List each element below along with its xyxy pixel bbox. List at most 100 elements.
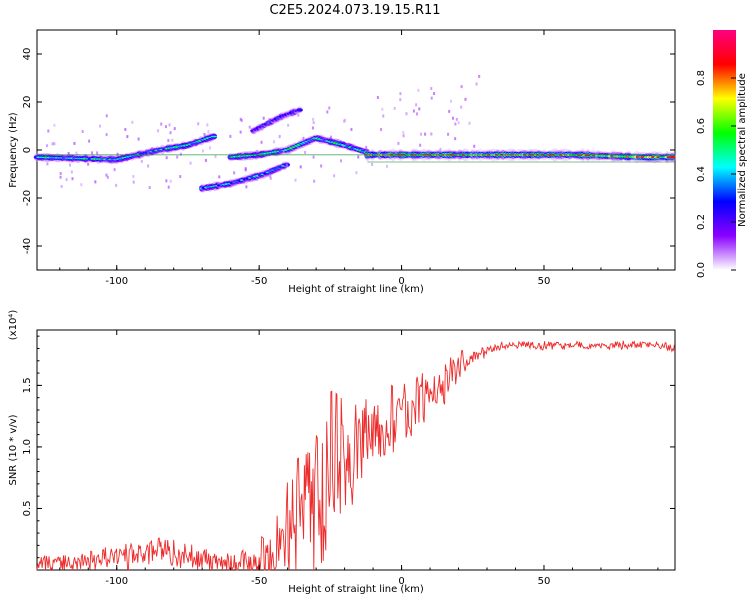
- speckle: [344, 118, 347, 122]
- speckles: [46, 74, 481, 189]
- speckle: [261, 127, 264, 131]
- ridge-upper: [250, 106, 303, 135]
- speckle: [88, 139, 91, 143]
- speckle: [165, 179, 168, 183]
- speckle: [65, 178, 68, 182]
- speckle: [333, 174, 336, 178]
- spectrogram-body: [33, 74, 676, 193]
- speckle: [433, 91, 436, 95]
- speckle: [101, 156, 104, 160]
- speckle: [189, 161, 192, 165]
- speckle: [179, 152, 182, 156]
- speckle: [218, 175, 221, 179]
- speckle: [67, 152, 70, 156]
- speckle: [96, 151, 99, 155]
- speckle: [430, 96, 433, 100]
- y-tick-label: 1.5: [22, 377, 33, 393]
- speckle: [299, 165, 302, 169]
- speckle: [151, 147, 154, 151]
- y-tick-label: 0: [22, 147, 33, 153]
- speckle: [285, 163, 288, 167]
- speckle: [460, 105, 463, 109]
- speckle: [424, 132, 427, 136]
- snr-frame: [36, 329, 676, 571]
- x-tick-label: -100: [105, 276, 128, 287]
- speckle: [355, 171, 358, 175]
- speckle: [53, 123, 56, 127]
- x-tick-label: -100: [105, 576, 128, 587]
- speckle: [278, 135, 281, 139]
- speckle: [297, 113, 300, 117]
- speckle: [70, 170, 73, 174]
- speckle: [75, 151, 78, 155]
- speckle: [329, 135, 332, 139]
- speckle: [269, 176, 272, 180]
- speckle: [239, 130, 242, 134]
- speckle: [294, 178, 297, 182]
- speckle: [328, 106, 331, 110]
- speckle: [160, 122, 163, 126]
- speckle: [397, 141, 400, 145]
- speckle: [207, 130, 210, 134]
- speckle: [59, 175, 62, 179]
- speckle: [460, 85, 463, 89]
- speckle: [399, 92, 402, 96]
- speckle: [365, 145, 368, 149]
- speckle: [312, 121, 315, 125]
- snr-panel: -100 -50 0 50 0.5 1.0 1.5 Height of straight …: [8, 310, 676, 595]
- speckle: [350, 127, 353, 131]
- speckle: [457, 121, 460, 125]
- speckle: [167, 185, 170, 189]
- speckle: [464, 97, 467, 101]
- speckle: [229, 134, 232, 138]
- speckle: [419, 132, 422, 136]
- figure-title: C2E5.2024.073.19.15.R11: [269, 3, 440, 18]
- speckle: [439, 147, 442, 151]
- speckle: [282, 150, 285, 154]
- x-tick-label: -50: [251, 276, 267, 287]
- speckle: [324, 139, 327, 143]
- speckle: [113, 168, 116, 172]
- speckle: [419, 143, 422, 147]
- speckle: [132, 180, 135, 184]
- speckle: [105, 133, 108, 137]
- speckle: [381, 107, 384, 111]
- speckle: [452, 116, 455, 120]
- colorbar: 0.0 0.2 0.4 0.6 0.8 Normalized spectral ampl…: [696, 30, 748, 278]
- top-x-ticks: -100 -50 0 50: [59, 30, 659, 287]
- speckle: [148, 185, 151, 189]
- speckle: [206, 123, 209, 127]
- speckle: [197, 122, 200, 126]
- speckle: [176, 155, 179, 159]
- x-tick-label: 0: [398, 576, 404, 587]
- speckle: [73, 141, 76, 145]
- speckle: [256, 149, 259, 153]
- speckle: [105, 114, 108, 118]
- speckle: [80, 183, 83, 187]
- speckle: [376, 96, 379, 100]
- colorbar-tick-label: 0.6: [696, 118, 707, 134]
- speckle: [47, 129, 50, 133]
- speckle: [140, 159, 143, 163]
- speckle: [167, 139, 170, 143]
- y-tick-label: 1.0: [22, 439, 33, 455]
- speckle: [147, 164, 150, 168]
- speckle: [98, 124, 101, 128]
- y-tick-label: -20: [22, 190, 33, 206]
- speckle: [71, 177, 74, 181]
- speckle: [320, 164, 323, 168]
- bottom-x-ticks: -100 -50 0 50: [59, 330, 659, 587]
- speckle: [342, 144, 345, 148]
- speckle: [448, 109, 451, 113]
- speckle: [179, 175, 182, 179]
- speckle: [91, 151, 94, 155]
- speckle: [399, 98, 402, 102]
- speckle: [357, 155, 360, 159]
- speckle: [242, 180, 245, 184]
- speckle: [204, 158, 207, 162]
- speckle: [417, 88, 420, 92]
- speckle: [287, 123, 290, 127]
- colorbar-tick-label: 0.8: [696, 70, 707, 86]
- speckle: [415, 103, 418, 107]
- ridge-lower: [198, 161, 290, 193]
